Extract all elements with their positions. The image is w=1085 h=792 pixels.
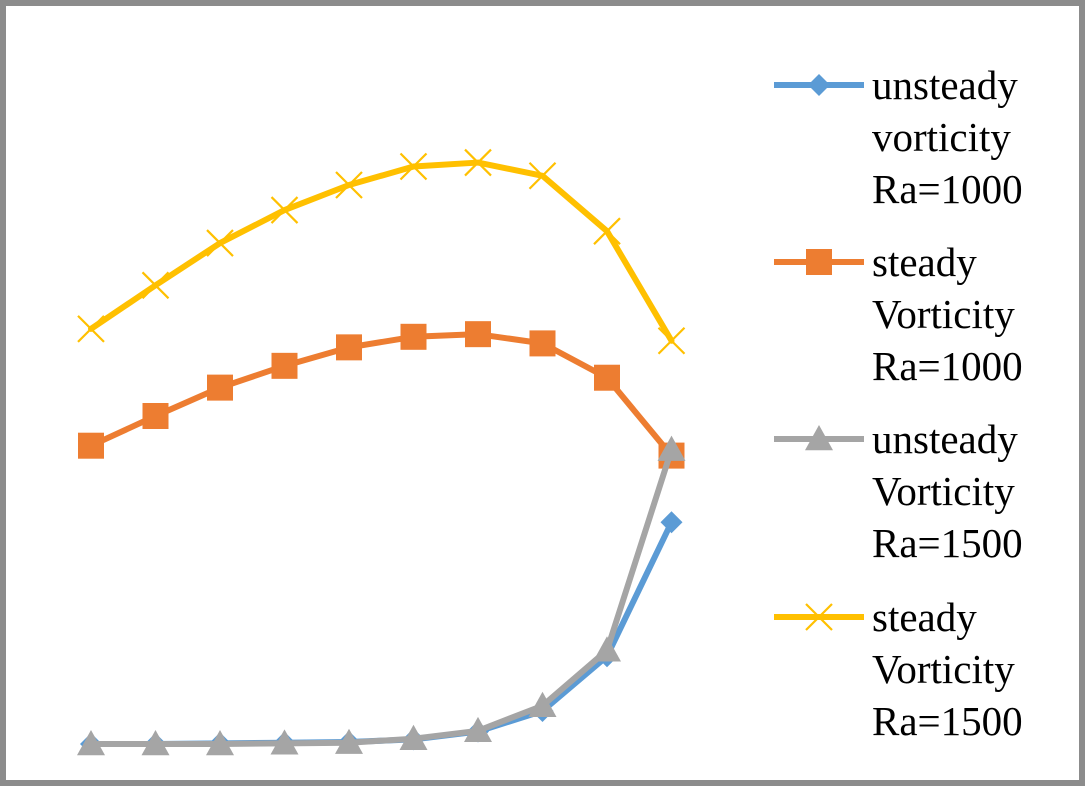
series-2-point: [271, 352, 298, 379]
series-2-point: [78, 432, 104, 459]
series-3-point: [464, 716, 492, 743]
series-1-point: [660, 511, 683, 534]
legend-entry-2: steady Vorticity Ra=1000: [774, 239, 1023, 389]
legend-swatch-marker: [805, 603, 833, 631]
series-2-line: [88, 331, 675, 459]
series-layer: [77, 148, 686, 756]
series-3-point: [399, 724, 428, 750]
series-3: [77, 435, 686, 756]
legend-swatch-marker: [806, 249, 832, 275]
legend-swatch-marker: [805, 425, 833, 451]
series-4-point: [206, 229, 234, 257]
series-3-point: [141, 730, 170, 756]
legend-swatch-marker: [808, 74, 830, 96]
series-4-point: [270, 196, 299, 224]
legend-label-line: Vorticity: [872, 646, 1015, 692]
series-4: [77, 148, 686, 355]
series-4-point: [77, 315, 105, 343]
series-3-point: [528, 691, 557, 717]
series-3-point: [77, 730, 105, 756]
legend-label-line: Ra=1500: [872, 520, 1023, 566]
legend-entry-3: unsteady Vorticity Ra=1500: [774, 416, 1023, 566]
legend-label-line: Ra=1000: [872, 166, 1023, 212]
series-3-line: [88, 446, 675, 748]
series-1-line: [88, 519, 675, 748]
series-3-point: [206, 730, 234, 756]
legend-label-line: Vorticity: [872, 468, 1015, 514]
series-2-point: [142, 403, 169, 429]
series-4-line: [88, 159, 675, 344]
series-2-point: [336, 334, 362, 361]
series-4-point: [464, 148, 492, 177]
series-2-point: [529, 330, 556, 357]
legend-label-line: unsteady: [872, 62, 1018, 108]
series-4-point: [335, 171, 363, 199]
series-3-point: [593, 636, 621, 662]
legend-label-line: Vorticity: [872, 291, 1015, 337]
legend-label-line: Ra=1500: [872, 698, 1023, 744]
line-chart: unsteady vorticity Ra=1000 steady Vorticity R…: [77, 62, 1023, 756]
legend-label-line: steady: [872, 594, 977, 640]
series-2-point: [594, 364, 620, 391]
legend-label-line: steady: [872, 239, 977, 285]
series-3-point: [335, 728, 363, 754]
series-4-point: [593, 217, 621, 245]
series-4-point: [399, 152, 428, 181]
legend-label-line: unsteady: [872, 416, 1018, 462]
series-2: [78, 321, 685, 469]
series-3-point: [657, 435, 686, 461]
legend-entry-4: steady Vorticity Ra=1500: [774, 594, 1023, 744]
series-2-point: [207, 374, 233, 401]
series-1: [80, 511, 683, 756]
series-2-point: [465, 321, 491, 348]
series-4-point: [528, 161, 557, 190]
series-2-point: [400, 323, 427, 350]
series-4-point: [141, 271, 170, 300]
series-3-point: [270, 729, 299, 755]
legend-entry-1: unsteady vorticity Ra=1000: [774, 62, 1023, 212]
series-4-point: [657, 326, 686, 355]
legend: unsteady vorticity Ra=1000 steady Vorticity R…: [774, 62, 1023, 744]
legend-label-line: vorticity: [872, 114, 1011, 160]
legend-label-line: Ra=1000: [872, 343, 1023, 389]
